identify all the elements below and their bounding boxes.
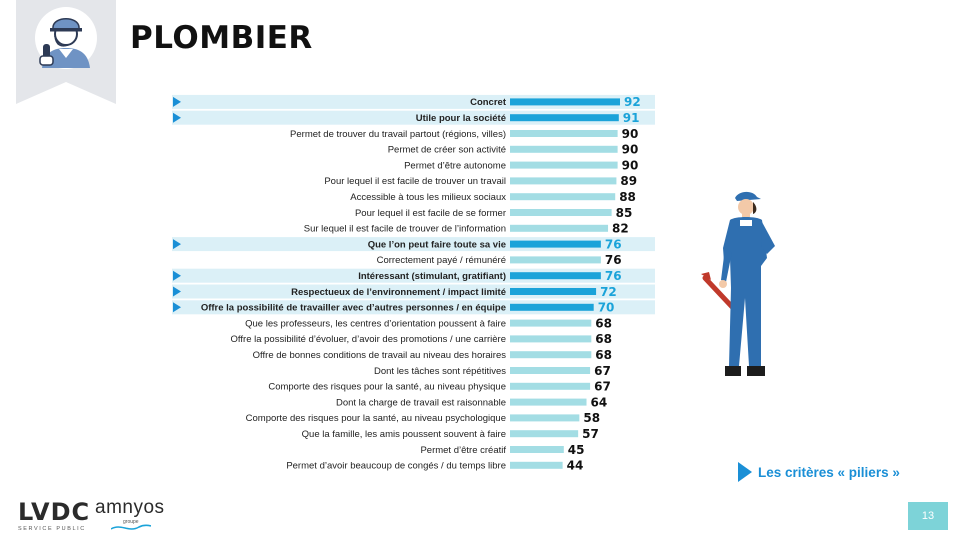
- category-label: Intéressant (stimulant, gratifiant): [358, 271, 506, 282]
- category-label: Pour lequel il est facile de trouver un …: [324, 176, 506, 187]
- category-label: Utile pour la société: [416, 113, 506, 124]
- value-label: 70: [598, 301, 615, 315]
- pillar-marker-icon: [173, 270, 181, 281]
- bar: [510, 177, 617, 185]
- value-label: 76: [605, 237, 622, 251]
- bar: [510, 430, 579, 438]
- value-label: 45: [568, 443, 585, 457]
- plumber-illustration: [701, 191, 775, 376]
- value-label: 67: [594, 364, 611, 378]
- bar: [510, 240, 601, 248]
- value-label: 90: [622, 143, 639, 157]
- category-label: Permet d’être créatif: [420, 445, 506, 456]
- category-label: Respectueux de l’environnement / impact …: [291, 287, 506, 298]
- category-label: Offre la possibilité d’évoluer, d’avoir …: [231, 334, 506, 345]
- category-label: Que l’on peut faire toute sa vie: [368, 239, 506, 250]
- value-label: 68: [595, 332, 612, 346]
- pillar-marker-icon: [738, 462, 752, 482]
- lvdc-logo: LVDC SERVICE PUBLIC: [18, 500, 90, 532]
- value-label: 90: [622, 158, 639, 172]
- page-number: 13: [908, 502, 948, 530]
- bar-chart: Concret 92 Utile pour la société 91 Permet d…: [172, 94, 655, 473]
- bar: [510, 161, 618, 169]
- bar: [510, 130, 618, 137]
- amnyos-logo: amnyos groupe: [95, 497, 175, 530]
- value-label: 76: [605, 269, 622, 283]
- category-label: Permet de trouver du travail partout (ré…: [290, 129, 506, 140]
- value-label: 58: [583, 411, 600, 425]
- amnyos-logo-subtext: groupe: [123, 519, 139, 525]
- category-label: Offre la possibilité de travailler avec …: [201, 303, 506, 314]
- category-label: Correctement payé / rémunéré: [377, 255, 506, 266]
- bar: [510, 303, 594, 311]
- bar: [510, 414, 580, 422]
- category-label: Dont les tâches sont répétitives: [374, 366, 506, 377]
- pillar-marker-icon: [173, 286, 181, 297]
- amnyos-wave-icon: [111, 524, 151, 530]
- value-label: 64: [591, 395, 608, 409]
- bar: [510, 288, 597, 295]
- category-label: Pour lequel il est facile de se former: [355, 208, 506, 219]
- bar: [510, 382, 591, 390]
- category-label: Comporte des risques pour la santé, au n…: [268, 382, 506, 393]
- value-label: 72: [600, 285, 617, 299]
- category-label: Que la famille, les amis poussent souven…: [302, 429, 506, 440]
- category-label: Sur lequel il est facile de trouver de l…: [304, 224, 506, 235]
- category-label: Comporte des risques pour la santé, au n…: [246, 413, 506, 424]
- value-label: 85: [616, 206, 633, 220]
- category-label: Permet d’être autonome: [404, 160, 506, 171]
- value-label: 68: [595, 316, 612, 330]
- bar: [510, 256, 601, 264]
- lvdc-logo-text: LVDC: [18, 498, 91, 526]
- bar: [510, 209, 612, 216]
- pillar-legend-label: Les critères « piliers »: [758, 464, 900, 480]
- bar: [510, 114, 619, 122]
- amnyos-logo-text: amnyos: [95, 497, 165, 518]
- category-label: Concret: [470, 97, 507, 108]
- bar: [510, 224, 609, 232]
- pillar-marker-icon: [173, 239, 181, 250]
- plumber-avatar-icon: [35, 7, 97, 69]
- lvdc-logo-subtext: SERVICE PUBLIC: [18, 526, 86, 532]
- bar: [510, 145, 618, 153]
- bar: [510, 461, 563, 469]
- bar: [510, 98, 620, 106]
- value-label: 90: [622, 127, 639, 141]
- value-label: 82: [612, 222, 629, 236]
- value-label: 68: [595, 348, 612, 362]
- value-label: 44: [567, 459, 584, 473]
- value-label: 88: [619, 190, 636, 204]
- pillar-legend: Les critères « piliers »: [738, 462, 900, 482]
- bar: [510, 446, 564, 453]
- value-label: 76: [605, 253, 622, 267]
- category-label: Offre de bonnes conditions de travail au…: [253, 350, 507, 361]
- bar: [510, 367, 591, 374]
- value-label: 57: [582, 427, 599, 441]
- value-label: 67: [594, 380, 611, 394]
- bar: [510, 351, 592, 359]
- profession-badge: [16, 0, 116, 104]
- category-label: Permet d’avoir beaucoup de congés / du t…: [286, 461, 506, 472]
- bar: [510, 319, 592, 327]
- bar: [510, 193, 616, 201]
- bar: [510, 398, 587, 406]
- bar: [510, 335, 592, 343]
- bar: [510, 272, 601, 280]
- value-label: 92: [624, 95, 641, 109]
- page-title: PLOMBIER: [130, 20, 313, 56]
- category-label: Accessible à tous les milieux sociaux: [350, 192, 506, 203]
- category-label: Que les professeurs, les centres d’orien…: [245, 318, 506, 329]
- category-label: Dont la charge de travail est raisonnabl…: [336, 397, 506, 408]
- pillar-marker-icon: [173, 302, 181, 313]
- pillar-marker-icon: [173, 96, 181, 107]
- pillar-marker-icon: [173, 112, 181, 123]
- value-label: 89: [620, 174, 637, 188]
- category-label: Permet de créer son activité: [388, 145, 506, 156]
- value-label: 91: [623, 111, 640, 125]
